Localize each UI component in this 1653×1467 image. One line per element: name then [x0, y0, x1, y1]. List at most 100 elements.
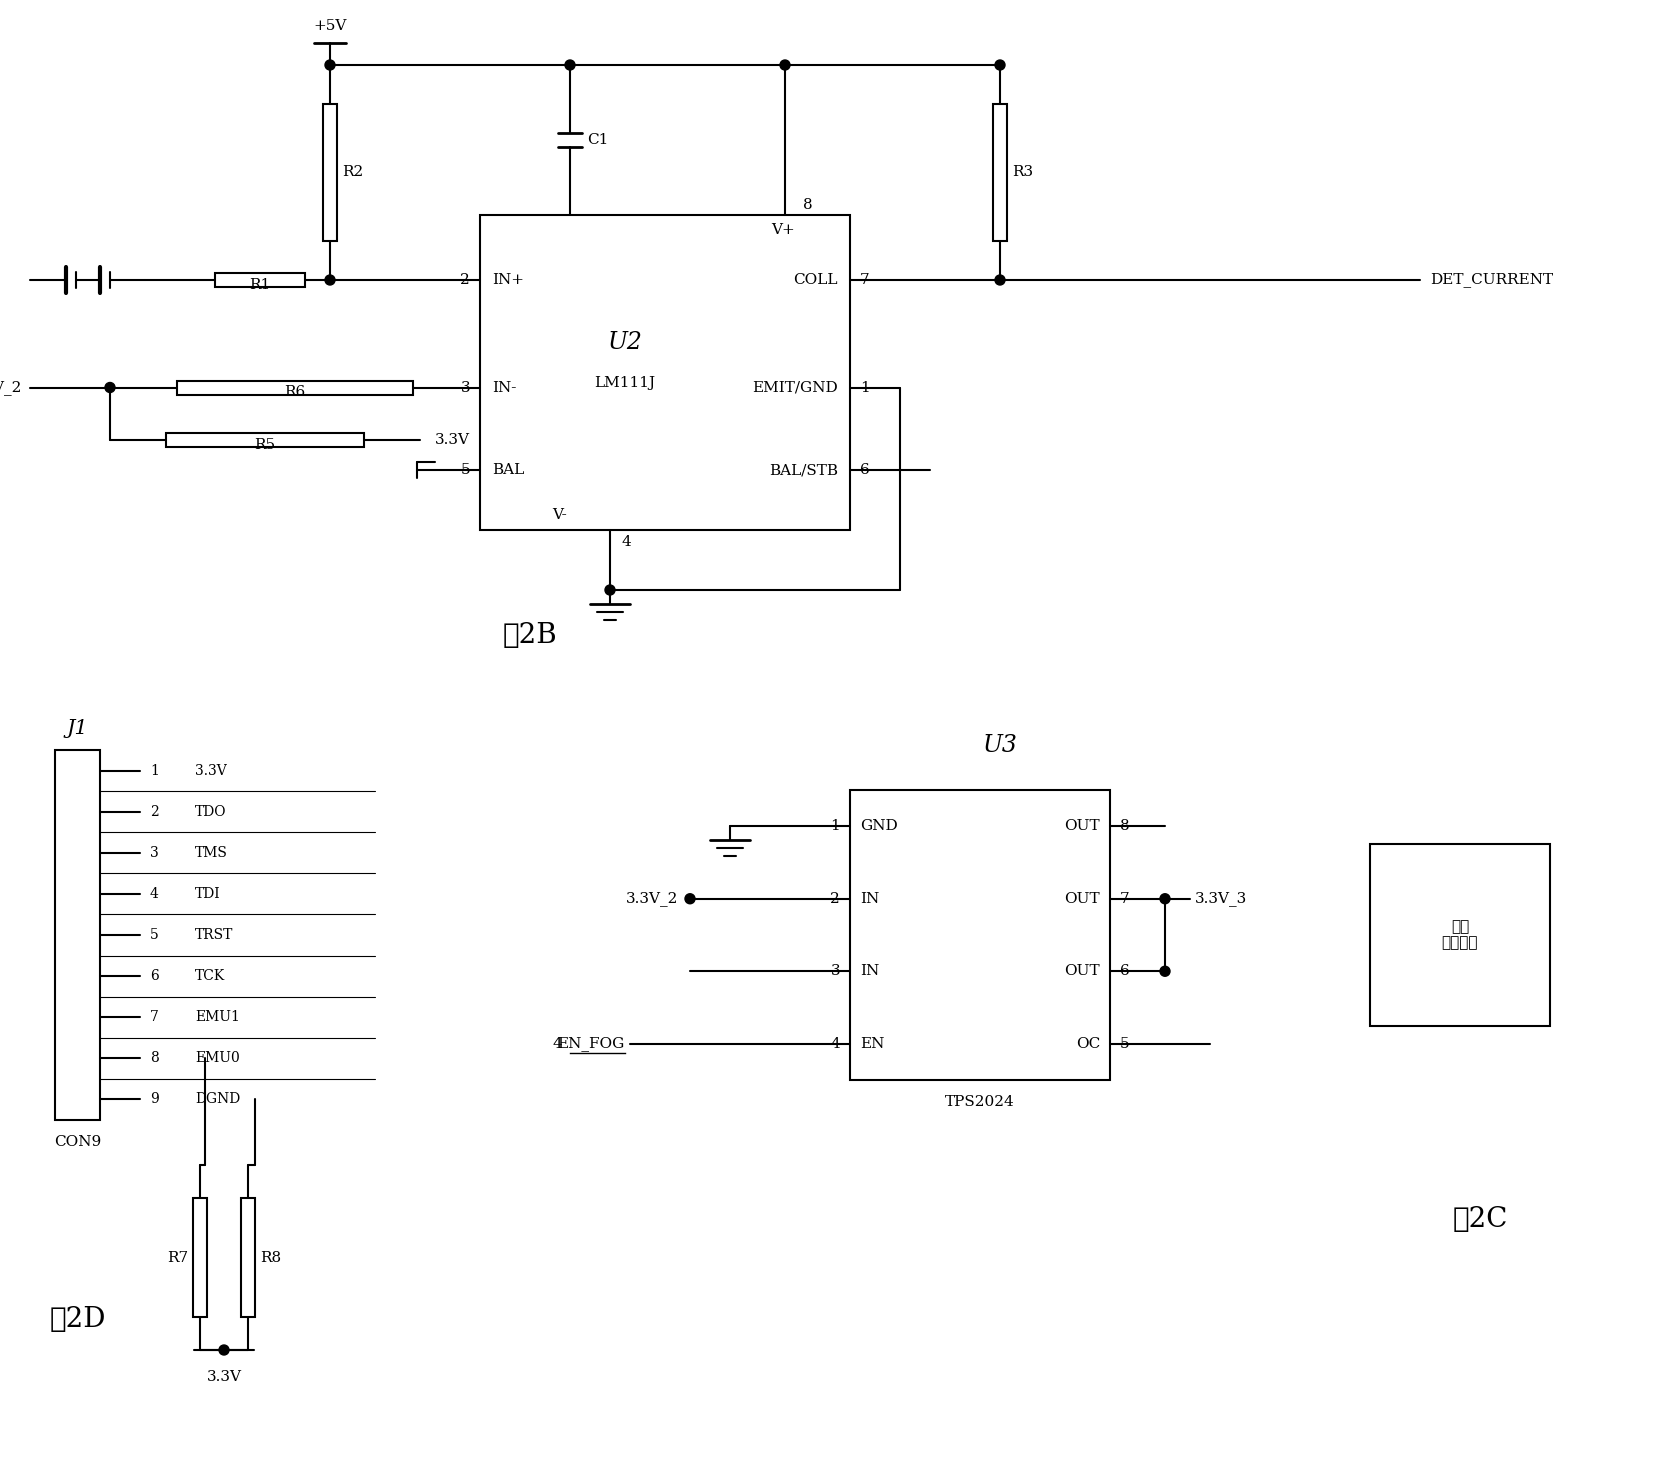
Text: CON9: CON9: [55, 1135, 101, 1149]
Text: EMU0: EMU0: [195, 1052, 240, 1065]
Text: EMU1: EMU1: [195, 1011, 240, 1024]
Text: C1: C1: [587, 133, 608, 147]
Circle shape: [684, 893, 694, 904]
Bar: [479, 216, 850, 530]
Text: 卫星
微处理器: 卫星 微处理器: [1441, 920, 1478, 951]
Bar: [322, 104, 337, 241]
Text: V-: V-: [552, 508, 567, 522]
Text: 7: 7: [1121, 892, 1129, 905]
Text: R8: R8: [260, 1250, 281, 1265]
Text: TPS2024: TPS2024: [946, 1094, 1015, 1109]
Text: 3.3V: 3.3V: [435, 433, 469, 447]
Text: 3.3V: 3.3V: [207, 1370, 241, 1383]
Bar: [193, 1199, 207, 1317]
Text: 3: 3: [150, 846, 159, 860]
Text: R2: R2: [342, 166, 364, 179]
Text: 1: 1: [150, 763, 159, 778]
Text: OUT: OUT: [1065, 964, 1099, 978]
Text: IN: IN: [860, 892, 879, 905]
Text: 9: 9: [150, 1093, 159, 1106]
Bar: [1370, 844, 1551, 1027]
Bar: [165, 433, 364, 447]
Text: IN: IN: [860, 964, 879, 978]
Bar: [993, 104, 1007, 241]
Text: 3: 3: [461, 380, 469, 395]
Text: BAL/STB: BAL/STB: [769, 464, 838, 477]
Text: 1: 1: [830, 819, 840, 833]
Text: 7: 7: [860, 273, 869, 288]
Bar: [177, 380, 413, 395]
Circle shape: [218, 1345, 230, 1356]
Text: R5: R5: [255, 439, 276, 452]
Text: 5: 5: [150, 929, 159, 942]
Circle shape: [995, 274, 1005, 285]
Circle shape: [995, 60, 1005, 70]
Text: R3: R3: [1012, 166, 1033, 179]
Text: 图2B: 图2B: [503, 622, 557, 648]
Text: R1: R1: [250, 279, 271, 292]
Text: 6: 6: [860, 464, 869, 477]
Text: 3.3V_2: 3.3V_2: [625, 892, 678, 907]
Text: TDI: TDI: [195, 888, 220, 901]
Text: BAL: BAL: [493, 464, 524, 477]
Text: 2: 2: [150, 805, 159, 819]
Text: 5: 5: [1121, 1037, 1129, 1050]
Text: 4: 4: [150, 888, 159, 901]
Text: OC: OC: [1076, 1037, 1099, 1050]
Text: U2: U2: [608, 332, 643, 354]
Text: 图2D: 图2D: [50, 1307, 106, 1334]
Text: EN: EN: [860, 1037, 884, 1050]
Text: IN-: IN-: [493, 380, 516, 395]
Text: 3.3V_3: 3.3V_3: [1195, 892, 1248, 907]
Text: 1: 1: [860, 380, 869, 395]
Text: +5V: +5V: [314, 19, 347, 32]
Text: OUT: OUT: [1065, 819, 1099, 833]
Circle shape: [1160, 893, 1170, 904]
Text: TDO: TDO: [195, 805, 226, 819]
Text: J1: J1: [66, 719, 88, 738]
Text: LM111J: LM111J: [595, 376, 656, 390]
Text: 4: 4: [552, 1037, 562, 1050]
Circle shape: [780, 60, 790, 70]
Text: DET_CURRENT: DET_CURRENT: [1430, 273, 1554, 288]
Text: COLL: COLL: [793, 273, 838, 288]
Circle shape: [565, 60, 575, 70]
Circle shape: [1160, 967, 1170, 976]
Text: R6: R6: [284, 386, 306, 399]
Text: 4: 4: [830, 1037, 840, 1050]
Text: IN+: IN+: [493, 273, 524, 288]
Text: 6: 6: [150, 970, 159, 983]
Bar: [850, 791, 1111, 1080]
Circle shape: [326, 274, 336, 285]
Bar: [241, 1199, 255, 1317]
Text: 8: 8: [803, 198, 813, 213]
Text: 2: 2: [460, 273, 469, 288]
Text: TMS: TMS: [195, 846, 228, 860]
Text: 3.3V: 3.3V: [195, 763, 226, 778]
Text: U3: U3: [982, 734, 1018, 757]
Text: GND: GND: [860, 819, 898, 833]
Text: EN_FOG: EN_FOG: [557, 1036, 625, 1052]
Text: TRST: TRST: [195, 929, 233, 942]
Circle shape: [106, 383, 116, 393]
Text: 3.3V_2: 3.3V_2: [0, 380, 21, 395]
Text: 4: 4: [622, 535, 631, 549]
Text: DGND: DGND: [195, 1093, 240, 1106]
Text: 8: 8: [150, 1052, 159, 1065]
Text: R7: R7: [167, 1250, 188, 1265]
Text: 图2C: 图2C: [1453, 1206, 1508, 1234]
Bar: [55, 750, 99, 1119]
Text: 7: 7: [150, 1011, 159, 1024]
Text: TCK: TCK: [195, 970, 225, 983]
Circle shape: [326, 60, 336, 70]
Text: 5: 5: [461, 464, 469, 477]
Text: 3: 3: [830, 964, 840, 978]
Text: EMIT/GND: EMIT/GND: [752, 380, 838, 395]
Text: OUT: OUT: [1065, 892, 1099, 905]
Circle shape: [605, 585, 615, 596]
Text: 8: 8: [1121, 819, 1129, 833]
Bar: [215, 273, 304, 288]
Text: V+: V+: [772, 223, 795, 238]
Text: 6: 6: [1121, 964, 1129, 978]
Text: 2: 2: [830, 892, 840, 905]
